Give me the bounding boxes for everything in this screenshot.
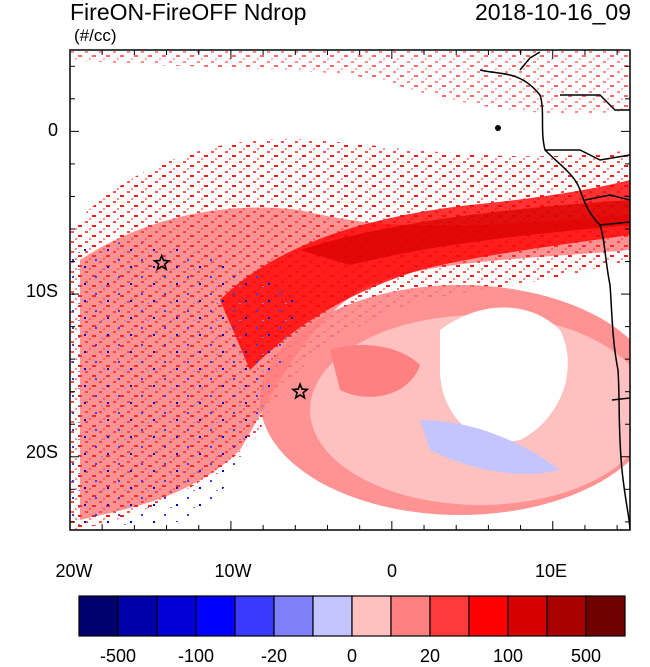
island-marker bbox=[495, 125, 501, 131]
map-date: 2018-10-16_09 bbox=[474, 0, 631, 25]
axis-ticks bbox=[69, 50, 630, 530]
y-tick-label: 0 bbox=[47, 120, 58, 140]
colorbar-box bbox=[156, 595, 197, 637]
y-tick-label: 10S bbox=[25, 281, 58, 301]
colorbar-label: -500 bbox=[99, 646, 137, 666]
colorbar-label: -20 bbox=[260, 646, 287, 666]
x-tick-label: 10W bbox=[214, 561, 252, 581]
colorbar-box bbox=[351, 595, 392, 637]
field-layer bbox=[70, 50, 630, 530]
colorbar-label: 0 bbox=[346, 646, 357, 666]
colorbar-label: 100 bbox=[492, 646, 524, 666]
colorbar-box bbox=[312, 595, 353, 637]
x-tick-label: 10E bbox=[534, 561, 568, 581]
colorbar-box bbox=[195, 595, 236, 637]
colorbar-label: 500 bbox=[570, 646, 602, 666]
colorbar-box bbox=[390, 595, 431, 637]
star-marker bbox=[290, 381, 310, 400]
colorbar-box bbox=[585, 595, 626, 637]
units-label: (#/cc) bbox=[74, 26, 117, 45]
colorbar-box bbox=[546, 595, 587, 637]
colorbar-box bbox=[273, 595, 314, 637]
colorbar-box bbox=[234, 595, 275, 637]
colorbar-box bbox=[117, 595, 158, 637]
x-tick-label: 0 bbox=[386, 561, 397, 581]
map-title: FireON-FireOFF Ndrop bbox=[70, 0, 307, 25]
colorbar-box bbox=[507, 595, 548, 637]
colorbar-box bbox=[78, 595, 119, 637]
x-tick-label: 20W bbox=[55, 561, 93, 581]
markers-layer bbox=[152, 253, 310, 400]
plot-frame bbox=[69, 49, 631, 531]
y-tick-label: 20S bbox=[25, 442, 58, 462]
colorbar-box bbox=[468, 595, 509, 637]
colorbar-box bbox=[429, 595, 470, 637]
coastline bbox=[479, 51, 630, 530]
colorbar-label: 20 bbox=[419, 646, 441, 666]
star-marker bbox=[152, 253, 172, 271]
colorbar-label: -100 bbox=[177, 646, 215, 666]
